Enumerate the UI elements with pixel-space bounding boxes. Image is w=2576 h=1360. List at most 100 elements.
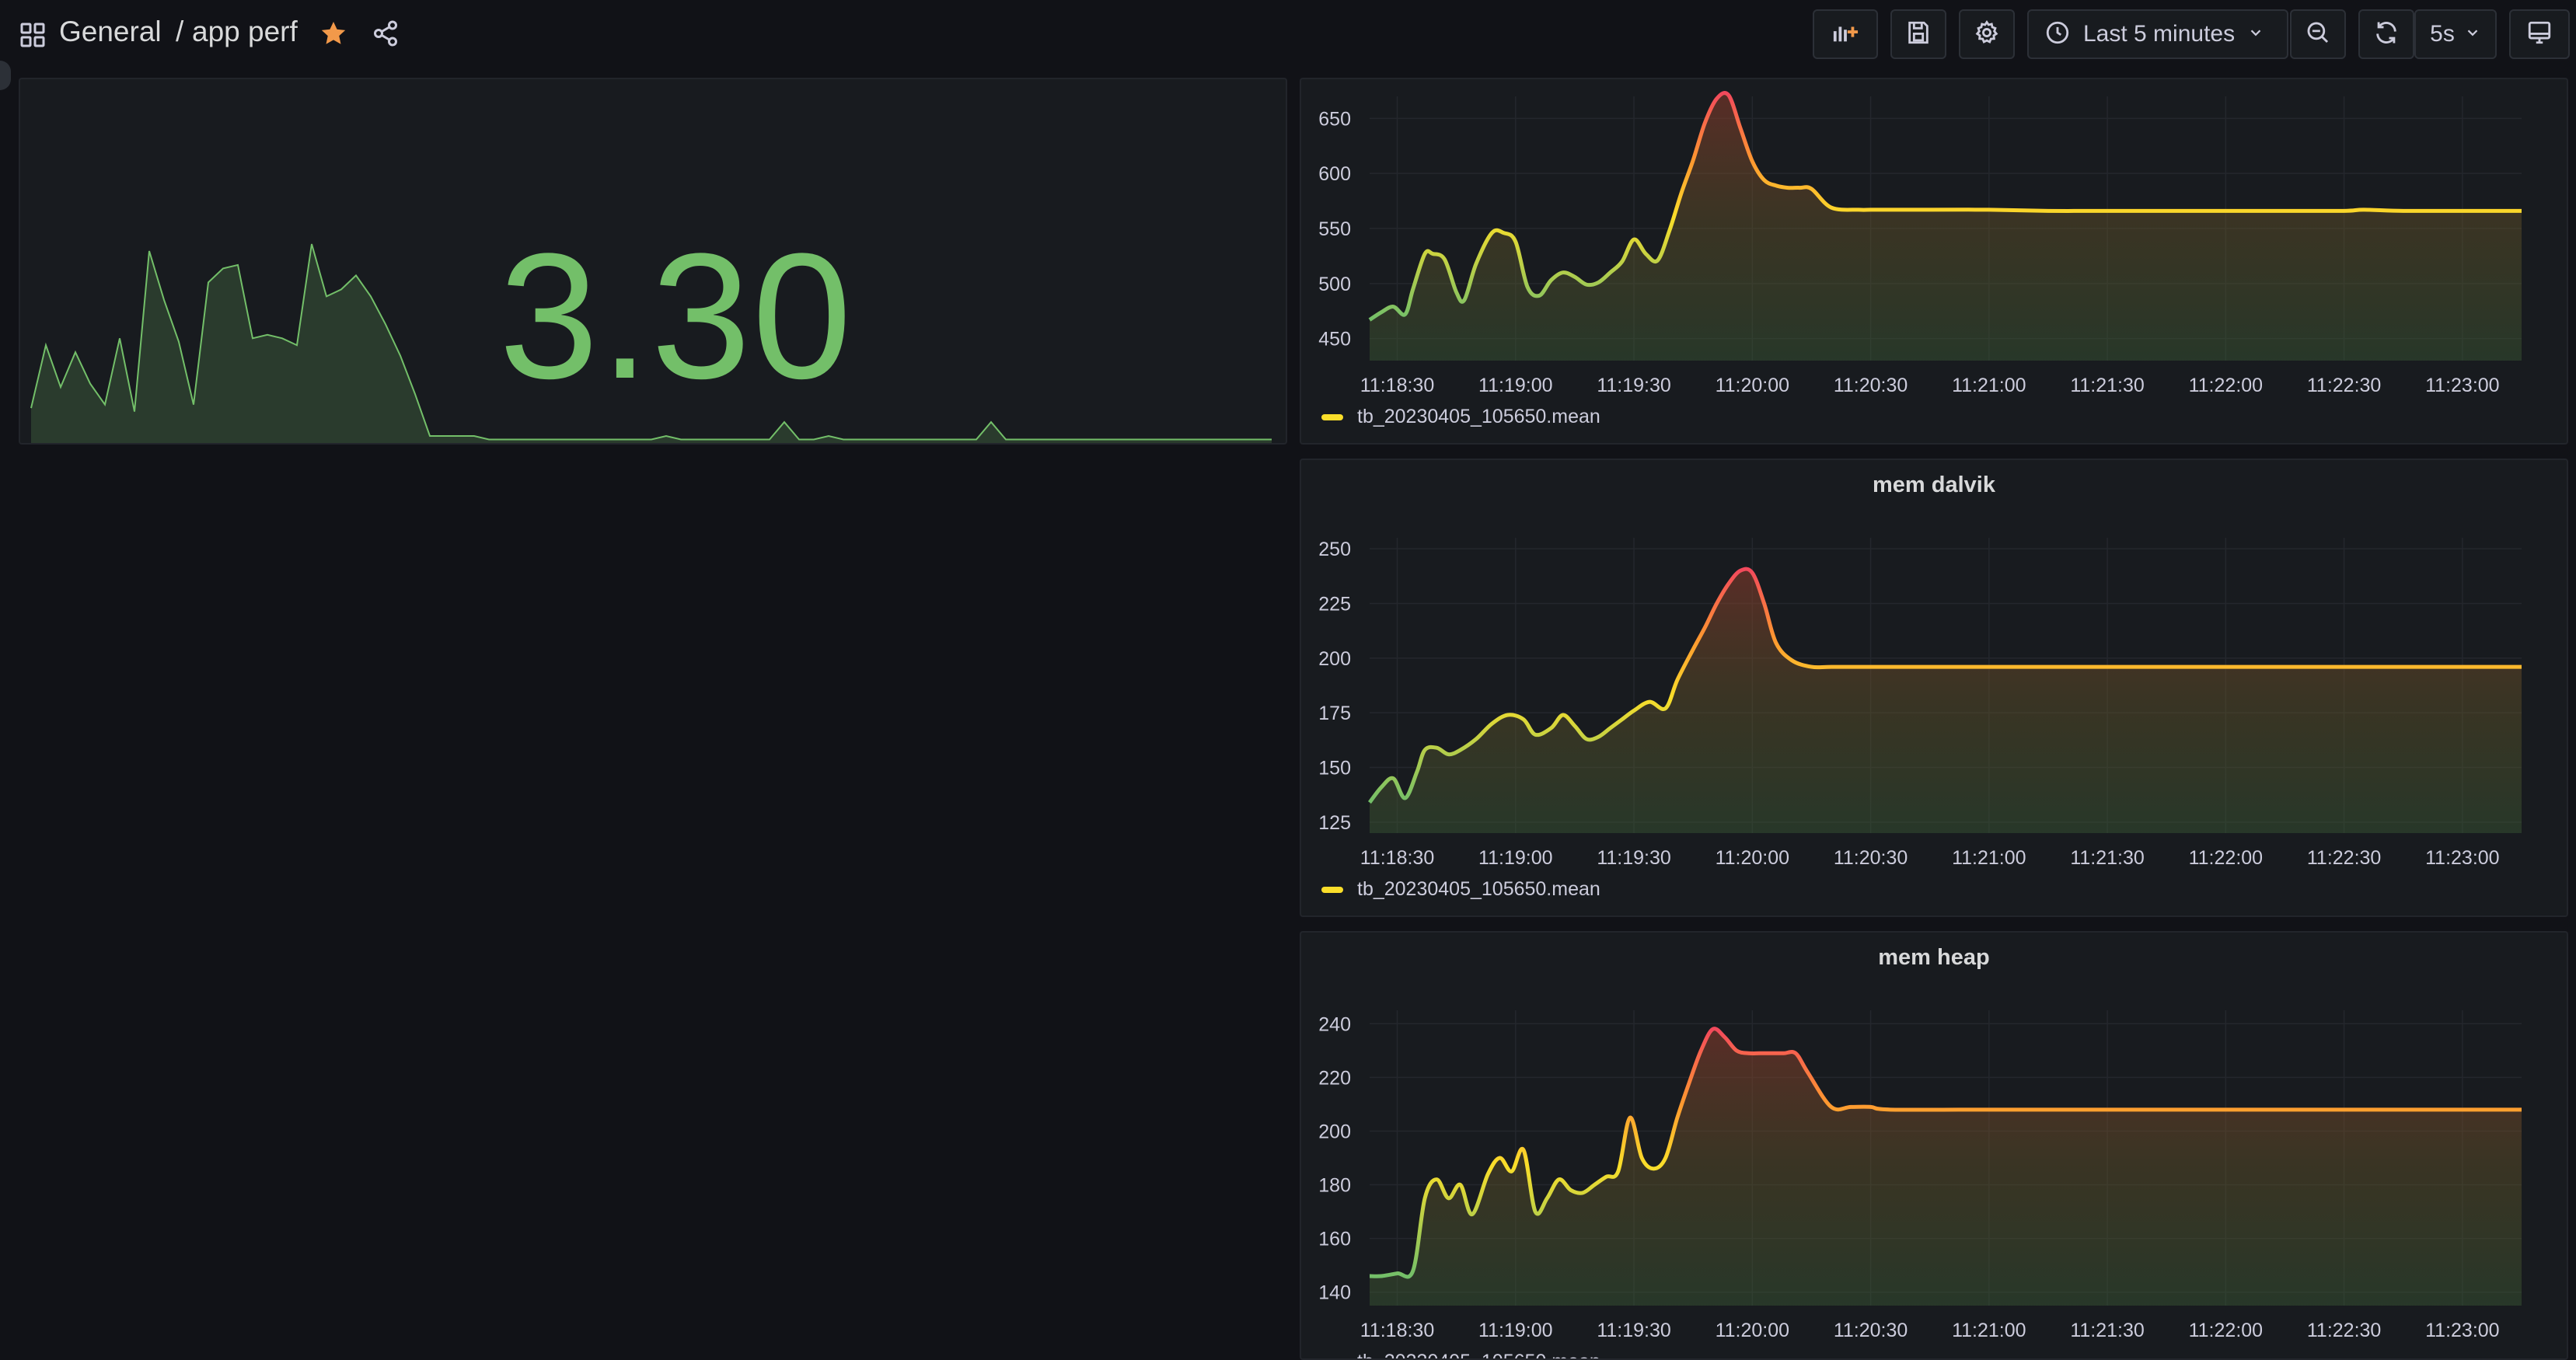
legend-swatch: [1321, 413, 1343, 420]
legend[interactable]: tb_20230405_105650.mean: [1321, 878, 1600, 901]
zoom-out-icon: [2305, 19, 2331, 50]
timeseries-chart: 450 500 550 600 650 11:18:30 11:19:00 11:19:30 1…: [1318, 91, 2522, 396]
x-tick-label: 11:22:30: [2307, 375, 2381, 396]
timeseries-panel-mem-heap[interactable]: mem heap 140 160 180 200 220 240 11:18:30 11:19…: [1300, 931, 2568, 1360]
tv-mode-button[interactable]: [2509, 9, 2570, 59]
x-tick-label: 11:19:30: [1597, 375, 1670, 396]
stat-value: 3.30: [499, 216, 853, 416]
x-tick-label: 11:20:00: [1716, 375, 1789, 396]
chevron-down-icon: [2464, 24, 2481, 45]
sparkline-chart: [30, 243, 1272, 443]
y-tick-label: 200: [1318, 1121, 1351, 1142]
y-tick-label: 500: [1318, 274, 1351, 295]
share-icon[interactable]: [372, 19, 400, 47]
save-icon: [1905, 19, 1932, 50]
x-tick-label: 11:22:00: [2189, 375, 2263, 396]
refresh-button[interactable]: [2358, 9, 2414, 59]
gear-icon: [1974, 19, 2000, 50]
y-tick-label: 125: [1318, 812, 1351, 834]
grid-icon[interactable]: [20, 23, 45, 47]
add-panel-icon: [1832, 19, 1859, 50]
panel-title[interactable]: mem heap: [1878, 945, 1990, 970]
x-tick-label: 11:18:30: [1360, 375, 1434, 396]
y-tick-label: 250: [1318, 539, 1351, 560]
sparkline-line: [30, 243, 1272, 441]
y-tick-label: 450: [1318, 329, 1351, 350]
x-tick-label: 11:21:30: [2070, 847, 2144, 869]
x-tick-label: 11:19:30: [1597, 847, 1670, 869]
x-tick-label: 11:21:30: [2070, 1320, 2144, 1341]
x-tick-label: 11:20:00: [1716, 1320, 1789, 1341]
y-tick-label: 175: [1318, 703, 1351, 724]
legend[interactable]: tb_20230405_105650.mean: [1321, 406, 1600, 428]
series-line: [1368, 567, 2522, 804]
x-tick-label: 11:22:00: [2189, 1320, 2263, 1341]
top-nav-bar: General / app perf Last 5 minutes: [0, 0, 2576, 68]
save-dashboard-button[interactable]: [1890, 9, 1946, 59]
x-tick-label: 11:21:00: [1952, 1320, 2026, 1341]
legend-series-label: tb_20230405_105650.mean: [1357, 1351, 1600, 1358]
legend-swatch: [1321, 886, 1343, 893]
y-tick-label: 550: [1318, 218, 1351, 240]
y-tick-label: 150: [1318, 758, 1351, 779]
x-tick-label: 11:22:00: [2189, 847, 2263, 869]
zoom-out-button[interactable]: [2290, 9, 2346, 59]
legend-series-label: tb_20230405_105650.mean: [1357, 878, 1600, 900]
x-tick-label: 11:23:00: [2425, 847, 2499, 869]
clock-icon: [2044, 19, 2071, 50]
legend[interactable]: tb_20230405_105650.mean: [1321, 1351, 1600, 1358]
refresh-interval-picker[interactable]: 5s: [2414, 9, 2497, 59]
series-line: [1368, 91, 2522, 322]
y-tick-label: 160: [1318, 1229, 1351, 1250]
monitor-icon: [2526, 19, 2553, 50]
add-panel-button[interactable]: [1813, 9, 1878, 59]
y-tick-label: 225: [1318, 593, 1351, 615]
x-tick-label: 11:19:00: [1478, 375, 1552, 396]
y-tick-label: 240: [1318, 1013, 1351, 1035]
x-tick-label: 11:22:30: [2307, 847, 2381, 869]
x-tick-label: 11:18:30: [1360, 1320, 1434, 1341]
refresh-icon: [2373, 19, 2400, 50]
x-tick-label: 11:23:00: [2425, 1320, 2499, 1341]
series-area: [1370, 1028, 2522, 1306]
x-tick-label: 11:19:00: [1478, 847, 1552, 869]
series-area: [1370, 569, 2522, 833]
y-tick-label: 180: [1318, 1175, 1351, 1197]
x-tick-label: 11:22:30: [2307, 1320, 2381, 1341]
series-area: [1370, 92, 2522, 361]
x-tick-label: 11:21:00: [1952, 847, 2026, 869]
y-tick-label: 650: [1318, 108, 1351, 130]
x-tick-label: 11:21:30: [2070, 375, 2144, 396]
stat-panel[interactable]: 3.30: [19, 78, 1287, 445]
x-tick-label: 11:20:30: [1834, 847, 1908, 869]
y-tick-label: 220: [1318, 1067, 1351, 1089]
dashboard-settings-button[interactable]: [1959, 9, 2015, 59]
time-range-picker[interactable]: Last 5 minutes: [2027, 9, 2288, 59]
breadcrumb-separator: /: [176, 16, 184, 47]
chevron-down-icon: [2247, 24, 2264, 45]
time-range-label: Last 5 minutes: [2083, 21, 2236, 47]
x-tick-label: 11:20:30: [1834, 375, 1908, 396]
y-tick-label: 600: [1318, 163, 1351, 185]
x-tick-label: 11:20:00: [1716, 847, 1789, 869]
timeseries-chart: 140 160 180 200 220 240 11:18:30 11:19:00 11:19:…: [1318, 1010, 2522, 1341]
dashboard-title[interactable]: app perf: [192, 16, 298, 47]
sparkline-area: [31, 244, 1272, 443]
timeseries-panel-main[interactable]: 450 500 550 600 650 11:18:30 11:19:00 11:19:30 1…: [1300, 78, 2568, 445]
x-tick-label: 11:19:00: [1478, 1320, 1552, 1341]
x-tick-label: 11:20:30: [1834, 1320, 1908, 1341]
breadcrumb-folder[interactable]: General: [59, 16, 162, 47]
timeseries-chart: 125 150 175 200 225 250 11:18:30 11:19:00 11:19:…: [1318, 538, 2522, 869]
series-line: [1369, 1027, 2522, 1279]
timeseries-panel-mem-dalvik[interactable]: mem dalvik 125 150 175 200 225 250 11:18:30 11:…: [1300, 459, 2568, 917]
x-tick-label: 11:21:00: [1952, 375, 2026, 396]
y-tick-label: 200: [1318, 648, 1351, 670]
legend-series-label: tb_20230405_105650.mean: [1357, 406, 1600, 427]
refresh-interval-label: 5s: [2430, 21, 2455, 47]
x-tick-label: 11:19:30: [1597, 1320, 1670, 1341]
side-drag-handle[interactable]: [0, 61, 11, 90]
x-tick-label: 11:23:00: [2425, 375, 2499, 396]
star-icon[interactable]: [319, 19, 348, 48]
x-tick-label: 11:18:30: [1360, 847, 1434, 869]
panel-title[interactable]: mem dalvik: [1873, 473, 1995, 497]
